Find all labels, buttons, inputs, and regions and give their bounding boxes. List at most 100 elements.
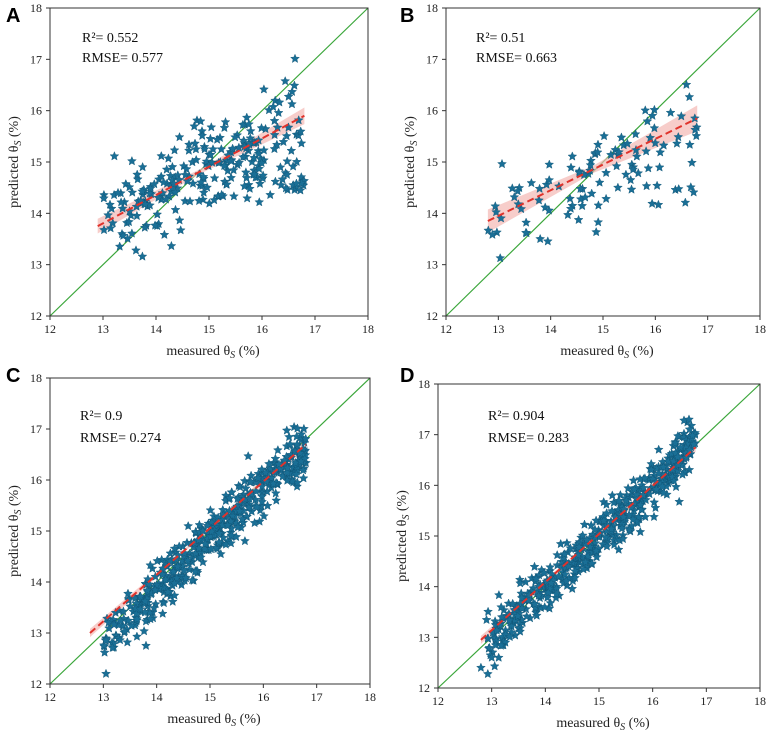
data-point bbox=[259, 145, 269, 155]
data-point bbox=[281, 130, 292, 141]
x-axis-label-unit: (%) bbox=[629, 344, 654, 359]
x-tick-label: 17 bbox=[309, 322, 321, 336]
scatter-points bbox=[483, 79, 702, 263]
data-point bbox=[618, 512, 629, 522]
data-point bbox=[289, 80, 300, 90]
rmse-annotation: RMSE= 0.283 bbox=[488, 431, 569, 446]
y-axis-label-sub: S bbox=[13, 510, 24, 515]
y-tick-label: 17 bbox=[30, 422, 42, 436]
data-point bbox=[687, 430, 698, 440]
data-point bbox=[497, 158, 507, 169]
panel-letter: B bbox=[400, 5, 414, 27]
data-point bbox=[624, 524, 635, 534]
data-point bbox=[254, 163, 264, 174]
data-point bbox=[579, 519, 590, 529]
y-tick-label: 17 bbox=[418, 428, 430, 442]
data-point bbox=[623, 483, 633, 493]
data-point bbox=[626, 184, 637, 194]
data-point bbox=[281, 425, 292, 435]
data-point bbox=[181, 163, 192, 174]
data-point bbox=[115, 634, 126, 645]
data-point bbox=[651, 484, 662, 494]
data-point bbox=[631, 489, 642, 499]
data-point bbox=[529, 561, 540, 571]
data-point bbox=[99, 224, 109, 235]
data-point bbox=[521, 217, 531, 227]
data-point bbox=[117, 203, 128, 213]
data-point bbox=[259, 84, 269, 94]
data-point bbox=[168, 566, 179, 576]
data-point bbox=[650, 502, 661, 513]
data-point bbox=[491, 207, 501, 217]
data-point bbox=[193, 535, 204, 545]
data-point bbox=[675, 442, 686, 452]
data-point bbox=[157, 608, 168, 618]
data-point bbox=[507, 598, 518, 608]
data-point bbox=[196, 177, 206, 187]
x-tick-label: 16 bbox=[256, 322, 268, 336]
x-tick-label: 15 bbox=[593, 694, 605, 708]
data-point bbox=[654, 468, 664, 478]
scatter-points bbox=[476, 414, 701, 679]
data-point bbox=[674, 496, 685, 506]
y-tick-label: 15 bbox=[30, 155, 42, 169]
data-point bbox=[653, 444, 664, 454]
x-axis-label-sub: S bbox=[620, 722, 625, 733]
x-tick-label: 17 bbox=[702, 322, 714, 336]
data-point bbox=[673, 430, 683, 441]
data-point bbox=[591, 515, 601, 525]
data-point bbox=[216, 144, 227, 154]
data-point bbox=[135, 591, 146, 601]
data-point bbox=[174, 132, 185, 142]
data-point bbox=[232, 493, 243, 504]
data-point bbox=[649, 123, 660, 133]
data-point bbox=[565, 203, 576, 213]
data-point bbox=[509, 192, 520, 202]
data-point bbox=[218, 532, 229, 542]
data-point bbox=[198, 187, 209, 197]
data-point bbox=[226, 172, 236, 183]
data-point bbox=[118, 606, 129, 616]
data-point bbox=[152, 209, 163, 219]
data-point bbox=[141, 640, 151, 650]
data-point bbox=[145, 560, 156, 570]
data-point bbox=[645, 132, 656, 143]
data-point bbox=[691, 130, 702, 141]
data-point bbox=[688, 187, 699, 197]
data-point bbox=[562, 537, 572, 548]
y-tick-label: 12 bbox=[418, 681, 430, 695]
data-point bbox=[546, 577, 556, 588]
fit-line bbox=[97, 114, 305, 228]
data-point bbox=[253, 472, 263, 483]
data-point bbox=[227, 143, 238, 153]
data-point bbox=[269, 115, 280, 126]
data-point bbox=[551, 588, 562, 599]
data-point bbox=[160, 574, 171, 584]
data-point bbox=[622, 138, 633, 148]
data-point bbox=[506, 627, 517, 637]
data-point bbox=[545, 562, 556, 572]
panel-letter: A bbox=[6, 5, 20, 27]
data-point bbox=[246, 470, 256, 480]
data-point bbox=[590, 524, 600, 534]
y-tick-label: 18 bbox=[30, 371, 42, 385]
data-point bbox=[217, 519, 228, 530]
data-point bbox=[286, 145, 297, 155]
data-point bbox=[300, 433, 311, 444]
scatter-points bbox=[99, 421, 311, 678]
data-point bbox=[205, 149, 216, 160]
data-point bbox=[561, 576, 572, 586]
data-point bbox=[607, 505, 617, 516]
x-tick-label: 13 bbox=[492, 322, 504, 336]
data-point bbox=[570, 572, 580, 583]
x-tick-label: 17 bbox=[700, 694, 712, 708]
data-point bbox=[573, 549, 584, 560]
data-point bbox=[240, 483, 251, 493]
data-point bbox=[109, 151, 120, 161]
data-point bbox=[580, 192, 591, 202]
data-point bbox=[144, 579, 154, 589]
x-tick-label: 13 bbox=[486, 694, 498, 708]
data-point bbox=[99, 647, 110, 657]
data-point bbox=[197, 130, 208, 140]
